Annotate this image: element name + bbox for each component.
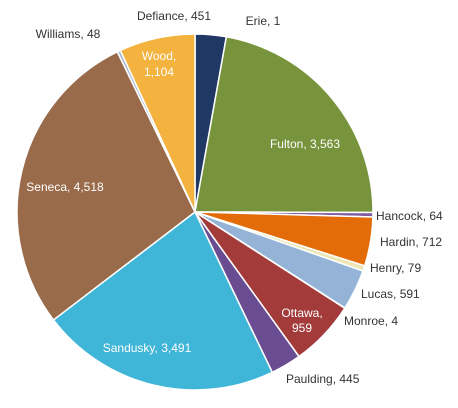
data-label-seneca: Seneca, 4,518 <box>26 180 104 194</box>
data-label-ottawa-value: 959 <box>292 321 312 335</box>
pie-labels: Erie, 1 Defiance, 451 Fulton, 3,563 Hancock… <box>26 9 443 386</box>
data-label-wood: Wood, <box>142 49 176 63</box>
data-label-williams: Williams, 48 <box>36 27 101 41</box>
pie-slices <box>16 33 374 391</box>
data-label-monroe: Monroe, 4 <box>344 314 398 328</box>
data-label-wood-value: 1,104 <box>144 65 174 79</box>
data-label-henry: Henry, 79 <box>370 261 421 275</box>
pie-slice-seneca <box>16 50 196 322</box>
data-label-paulding: Paulding, 445 <box>286 372 360 386</box>
pie-slice-sandusky <box>52 210 274 391</box>
pie-slice-fulton <box>194 35 374 214</box>
data-label-sandusky: Sandusky, 3,491 <box>103 341 192 355</box>
data-label-fulton: Fulton, 3,563 <box>270 137 340 151</box>
data-label-hardin: Hardin, 712 <box>380 235 442 249</box>
data-label-lucas: Lucas, 591 <box>361 287 420 301</box>
data-label-defiance: Defiance, 451 <box>137 9 211 23</box>
data-label-erie: Erie, 1 <box>246 14 281 28</box>
data-label-ottawa: Ottawa, <box>281 306 322 320</box>
pie-slice-wood <box>119 33 196 213</box>
data-label-hancock: Hancock, 64 <box>376 209 443 223</box>
